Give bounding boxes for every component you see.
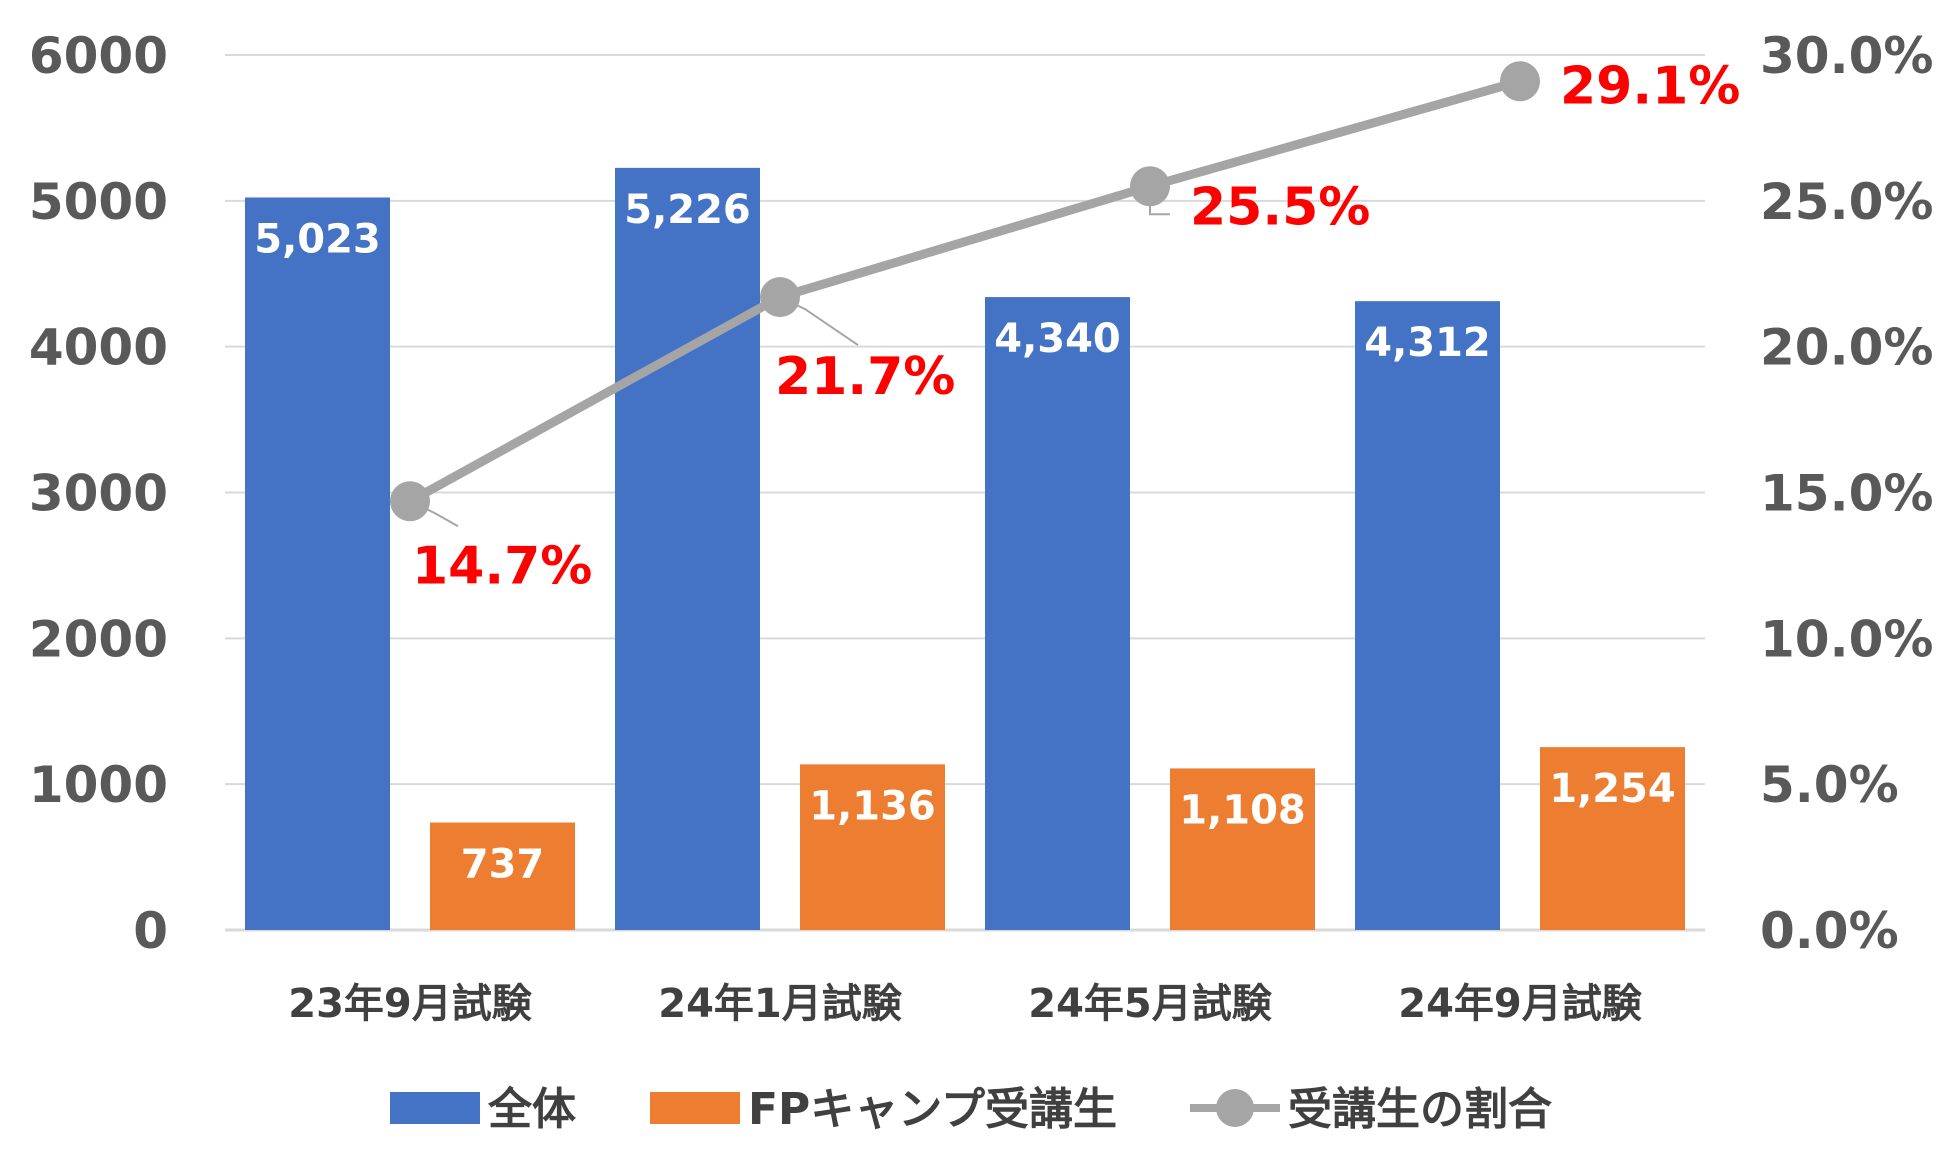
bar-data-label: 5,226 [624, 187, 751, 233]
bar [615, 167, 760, 930]
right-tick-label: 5.0% [1760, 756, 1899, 814]
category-label: 24年1月試験 [658, 981, 902, 1027]
legend-label: 全体 [487, 1084, 576, 1135]
left-tick-label: 3000 [29, 465, 168, 523]
bar-data-label: 1,136 [809, 783, 936, 829]
ratio-point [1500, 61, 1540, 102]
bar [1170, 768, 1315, 930]
ratio-point [1130, 166, 1170, 207]
ratio-data-label: 29.1% [1560, 56, 1740, 116]
right-axis: 0.0% 5.0% 10.0% 15.0% 20.0% 25.0% 30.0% [1760, 27, 1933, 960]
bar-data-label: 737 [461, 842, 545, 888]
right-tick-label: 15.0% [1760, 465, 1933, 523]
left-tick-label: 2000 [29, 610, 168, 668]
legend-label: FPキャンプ受講生 [748, 1084, 1117, 1135]
bar-data-label: 4,340 [994, 316, 1121, 362]
category-label: 24年5月試験 [1028, 981, 1272, 1027]
line-series: 14.7% 21.7% 25.5% 29.1% [390, 56, 1740, 596]
bar-data-label: 5,023 [254, 216, 381, 262]
bar-series [245, 167, 1685, 931]
right-tick-label: 0.0% [1760, 902, 1899, 960]
ratio-data-label: 25.5% [1190, 177, 1370, 237]
x-axis: 23年9月試験 24年1月試験 24年5月試験 24年9月試験 [288, 981, 1642, 1027]
left-tick-label: 6000 [29, 27, 168, 85]
bar-data-label: 4,312 [1364, 320, 1491, 366]
right-tick-label: 25.0% [1760, 173, 1933, 231]
ratio-data-label: 21.7% [775, 347, 955, 407]
bar-data-label: 1,108 [1179, 787, 1306, 833]
right-tick-label: 30.0% [1760, 27, 1933, 85]
legend-label: 受講生の割合 [1288, 1084, 1552, 1135]
legend-swatch [390, 1092, 480, 1124]
bar [430, 822, 575, 930]
legend: 全体 FPキャンプ受講生 受講生の割合 [390, 1084, 1552, 1135]
bar [1355, 301, 1500, 931]
bar [245, 197, 390, 930]
bar [985, 297, 1130, 930]
left-tick-label: 0 [133, 902, 168, 960]
ratio-point [760, 277, 800, 318]
legend-swatch [650, 1092, 740, 1124]
left-tick-label: 5000 [29, 173, 168, 231]
ratio-data-label: 14.7% [412, 536, 592, 596]
right-tick-label: 10.0% [1760, 610, 1933, 668]
ratio-point [390, 481, 430, 522]
bar [1540, 747, 1685, 930]
left-tick-label: 1000 [29, 756, 168, 814]
category-label: 23年9月試験 [288, 981, 532, 1027]
right-tick-label: 20.0% [1760, 319, 1933, 377]
legend-marker [1216, 1089, 1254, 1127]
bar [800, 764, 945, 930]
category-label: 24年9月試験 [1398, 981, 1642, 1027]
bar-data-labels: 5,023 5,226 4,340 4,312 737 1,136 1,108 1,254 [254, 187, 1676, 888]
ratio-line [407, 76, 1522, 506]
bar-data-label: 1,254 [1549, 766, 1676, 812]
left-tick-label: 4000 [29, 319, 168, 377]
left-axis: 0 1000 2000 3000 4000 5000 6000 [29, 27, 168, 960]
